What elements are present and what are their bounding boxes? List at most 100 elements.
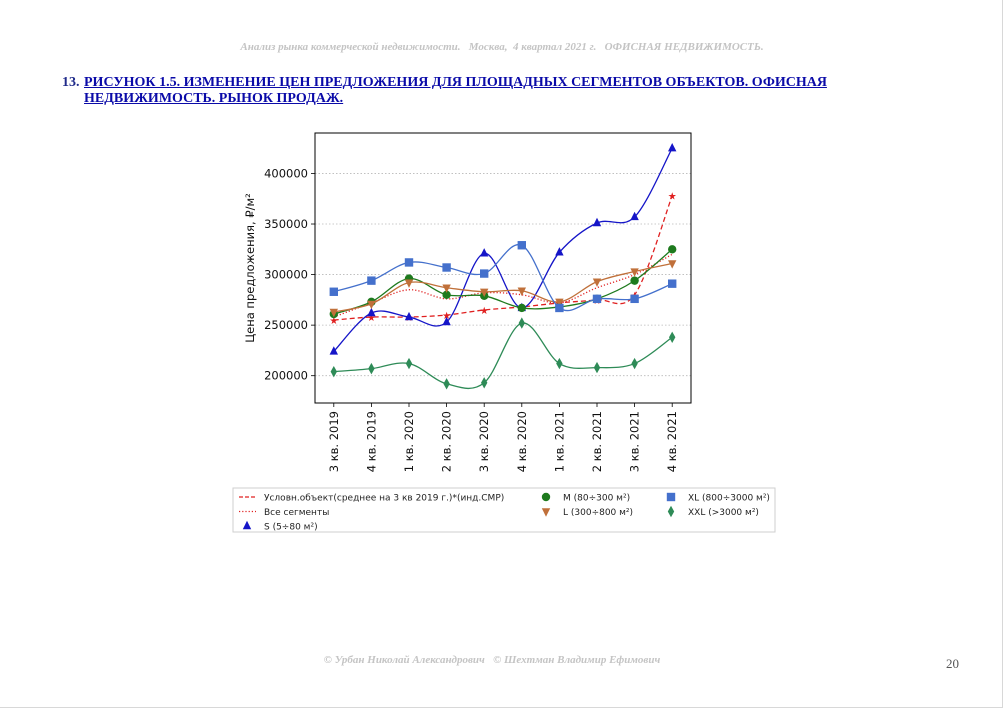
legend-label: XL (800÷3000 м²): [688, 494, 770, 504]
data-point: [630, 211, 639, 221]
x-tick-label: 1 кв. 2020: [402, 411, 416, 472]
data-point: [668, 260, 677, 269]
data-point: [592, 278, 602, 287]
data-point: [329, 287, 338, 296]
data-point: [442, 290, 451, 299]
data-point: [480, 269, 489, 278]
data-point: [481, 377, 488, 389]
legend-label: L (300÷800 м²): [563, 508, 633, 518]
x-tick-label: 1 кв. 2021: [552, 411, 566, 472]
series-line: [333, 262, 673, 313]
legend-swatch: [242, 520, 252, 530]
x-tick-label: 2 кв. 2021: [590, 411, 604, 472]
x-tick-label: 3 кв. 2021: [628, 411, 642, 472]
data-point: [367, 300, 376, 310]
y-tick-label: 200000: [264, 369, 308, 383]
x-tick-label: 4 кв. 2021: [665, 411, 679, 472]
data-point: [630, 268, 639, 277]
series-1: [333, 253, 673, 318]
series-6: [330, 317, 676, 390]
data-point: [442, 316, 451, 326]
running-footer: © Урбан Николай Александрович © Шехтман …: [323, 654, 661, 666]
running-header: Анализ рынка коммерческой недвижимости. …: [240, 41, 764, 53]
series-line: [333, 195, 673, 321]
series-5: [329, 241, 677, 313]
data-point: [556, 357, 563, 370]
data-point: [517, 287, 526, 296]
series-line: [333, 322, 673, 390]
legend-swatch: [667, 505, 675, 518]
legend-item: XL (800÷3000 м²): [666, 492, 770, 504]
legend-swatch: [541, 492, 551, 502]
y-tick-label: 250000: [264, 318, 308, 332]
data-point: ★: [480, 306, 489, 317]
data-point: ★: [329, 316, 338, 327]
data-point: [517, 303, 526, 313]
data-point: [631, 357, 638, 370]
series-4: [329, 260, 677, 318]
data-point: [668, 279, 677, 288]
data-point: [405, 357, 413, 370]
legend-box: [232, 487, 776, 533]
caption-number: 13.: [62, 75, 80, 90]
x-tick-label: 4 кв. 2019: [364, 411, 378, 472]
legend-item: L (300÷800 м²): [541, 508, 633, 518]
y-tick-label: 350000: [264, 217, 308, 231]
data-point: [367, 307, 376, 317]
data-point: [480, 248, 489, 257]
x-tick-label: 3 кв. 2019: [327, 411, 341, 472]
legend-swatch: [666, 492, 676, 502]
legend-label: Все сегменты: [264, 508, 329, 518]
data-point: [630, 276, 639, 285]
data-point: [592, 294, 602, 304]
data-point: [329, 346, 338, 355]
data-point: [442, 284, 451, 293]
y-tick-label: 400000: [264, 166, 308, 180]
y-axis-label: Цена предложения, ₽/м²: [243, 193, 257, 343]
x-tick-label: 2 кв. 2020: [440, 411, 454, 472]
data-point: [555, 298, 564, 308]
data-point: [367, 276, 376, 285]
series-line: [333, 248, 673, 315]
data-point: [593, 361, 601, 374]
data-point: [329, 308, 338, 318]
legend-label: XXL (>3000 м²): [688, 508, 759, 518]
data-point: [404, 311, 414, 321]
series-line: [333, 253, 673, 318]
series-0: ★★★★★★★★★★: [329, 192, 676, 327]
legend-item: XXL (>3000 м²): [667, 505, 759, 518]
data-point: ★: [367, 313, 376, 324]
plot-frame: [314, 132, 692, 404]
y-tick-label: 300000: [264, 268, 308, 282]
data-point: [404, 279, 414, 288]
data-point: [555, 247, 564, 256]
data-point: [443, 378, 450, 390]
data-point: [668, 142, 677, 152]
data-point: ★: [668, 192, 677, 203]
legend-item: S (5÷80 м²): [242, 520, 318, 533]
data-point: [630, 294, 639, 304]
data-point: [555, 303, 564, 313]
series-2: [329, 142, 677, 355]
legend-label: M (80÷300 м²): [563, 494, 630, 504]
data-point: [517, 241, 526, 250]
data-point: [368, 362, 375, 375]
legend-item: Условн.объект(среднее на 3 кв 2019 г.)*(…: [239, 494, 504, 504]
data-point: ★: [442, 311, 451, 322]
data-point: [480, 288, 489, 297]
x-tick-label: 4 кв. 2020: [515, 411, 529, 472]
series-line: [333, 244, 673, 312]
data-point: [669, 331, 676, 343]
legend-item: Все сегменты: [239, 508, 329, 518]
x-tick-label: 3 кв. 2020: [477, 411, 491, 472]
series-line: [333, 147, 673, 352]
data-point: [404, 258, 414, 267]
data-point: [442, 263, 451, 272]
caption-title-link[interactable]: РИСУНОК 1.5. ИЗМЕНЕНИЕ ЦЕН ПРЕДЛОЖЕНИЯ Д…: [84, 75, 827, 106]
data-point: [518, 317, 525, 329]
legend-label: Условн.объект(среднее на 3 кв 2019 г.)*(…: [264, 494, 504, 504]
legend-label: S (5÷80 м²): [264, 523, 318, 533]
page-number: 20: [946, 656, 959, 671]
legend-swatch: [541, 508, 551, 517]
